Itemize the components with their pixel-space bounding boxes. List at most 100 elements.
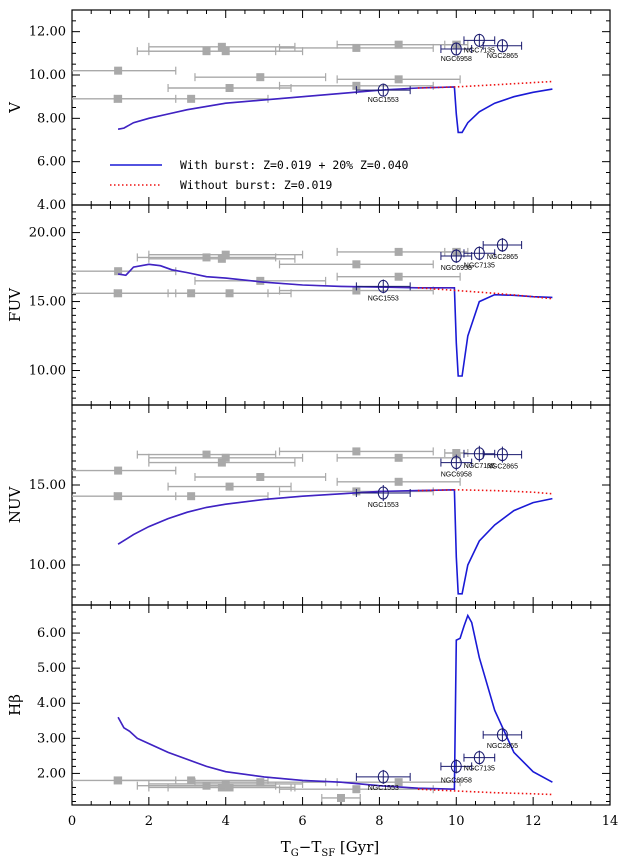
gray-data-point <box>72 466 177 475</box>
gray-square-marker <box>394 40 403 49</box>
gray-square-marker <box>225 289 234 298</box>
y-axis-title: NUV <box>6 486 24 524</box>
legend: With burst: Z=0.019 + 20% Z=0.040 Without… <box>110 158 409 192</box>
gray-square-marker <box>394 778 403 787</box>
galaxy-label: NGC7135 <box>464 463 495 470</box>
target-circle-marker <box>377 83 389 97</box>
x-tick-label: 8 <box>375 814 383 829</box>
y-tick-label: 15.00 <box>29 295 66 310</box>
x-axis-title-mid: −T <box>299 838 322 856</box>
panel-frame <box>71 604 611 806</box>
y-tick-label: 8.00 <box>37 111 66 126</box>
burst-curve <box>117 613 553 791</box>
gray-data-point <box>136 781 277 790</box>
galaxy-label: NGC1553 <box>368 295 399 302</box>
target-circle-marker <box>450 249 462 263</box>
panel-v: 4.006.008.0010.0012.00VNGC1553NGC6958NGC… <box>6 9 611 213</box>
y-tick-label: 4.00 <box>37 198 66 213</box>
gray-square-marker <box>394 247 403 256</box>
galaxy-label: NGC7135 <box>464 262 495 269</box>
gray-data-point <box>194 778 327 787</box>
galaxy-label: NGC1553 <box>368 785 399 792</box>
x-tick-label: 12 <box>525 814 542 829</box>
gray-square-marker <box>187 776 196 785</box>
overlap-curve <box>118 86 455 130</box>
no-burst-curve <box>417 80 553 89</box>
gray-square-marker <box>352 286 361 295</box>
y-tick-label: 2.00 <box>37 766 66 781</box>
gray-square-marker <box>217 254 226 263</box>
gray-square-marker <box>256 473 265 481</box>
panel-nuv: 10.00 15.00 NUV NGC1553 NGC6958 NGC7135NGC286… <box>6 404 611 606</box>
y-tick-label: 10.00 <box>29 68 66 83</box>
gray-square-marker <box>394 272 403 281</box>
x-axis-title-unit: [Gyr] <box>335 838 379 856</box>
gray-square-marker <box>352 260 361 269</box>
galaxy-label: NGC6958 <box>441 265 472 272</box>
gray-square-marker <box>394 477 403 486</box>
galaxy-label: NGC2865 <box>487 53 518 60</box>
gray-square-marker <box>225 783 234 792</box>
y-tick-label: 20.00 <box>29 226 66 241</box>
y-tick-label: 12.00 <box>29 25 66 40</box>
x-axis: 0 2 4 6 8 10 12 14 <box>68 814 618 829</box>
target-galaxy: NGC2865 <box>482 446 523 471</box>
gray-square-marker <box>202 253 211 262</box>
legend-label-burst: With burst: Z=0.019 + 20% Z=0.040 <box>180 158 409 172</box>
target-galaxy: NGC6958 <box>440 759 473 784</box>
x-tick-label: 2 <box>145 814 153 829</box>
galaxy-label: NGC1553 <box>368 502 399 509</box>
y-tick-label: 15.00 <box>29 478 66 493</box>
y-tick-label: 4.00 <box>37 696 66 711</box>
gray-data-point <box>194 473 327 481</box>
y-tick-label: 10.00 <box>29 558 66 573</box>
target-circle-marker <box>377 770 389 784</box>
target-galaxy: NGC1553 <box>355 83 411 104</box>
gray-data-point <box>336 75 461 84</box>
target-galaxy: NGC1553 <box>355 769 411 792</box>
gray-data-point <box>113 492 269 501</box>
target-circle-marker <box>473 751 485 765</box>
panel-frame <box>71 204 611 406</box>
target-circle-marker <box>473 33 485 47</box>
gray-data-point <box>167 783 292 792</box>
target-galaxy: NGC2865 <box>482 238 523 261</box>
gray-square-marker <box>256 73 265 82</box>
gray-square-marker <box>337 793 345 802</box>
gray-square-marker <box>256 276 265 285</box>
target-circle-marker <box>450 42 462 56</box>
gray-square-marker <box>114 466 123 475</box>
target-galaxy: NGC1553 <box>355 279 411 302</box>
x-axis-title-sub2: SF <box>321 848 335 859</box>
gray-data-point <box>167 482 292 491</box>
gray-square-marker <box>394 453 403 462</box>
x-tick-label: 6 <box>298 814 306 829</box>
target-galaxy: NGC6958 <box>440 454 473 479</box>
gray-square-marker <box>187 94 196 103</box>
gray-data-point <box>167 289 292 298</box>
burst-curve <box>117 488 553 595</box>
target-circle-marker <box>473 447 485 461</box>
gray-square-marker <box>221 47 230 56</box>
target-galaxy: NGC7135 <box>463 246 496 269</box>
gray-square-marker <box>225 482 234 491</box>
target-circle-marker <box>450 759 462 773</box>
gray-data-point <box>336 272 461 281</box>
gray-square-marker <box>114 267 123 276</box>
y-tick-label: 6.00 <box>37 155 66 170</box>
gray-data-point <box>321 793 361 802</box>
no-burst-curve <box>417 488 553 495</box>
gray-data-point <box>278 447 434 456</box>
legend-label-no-burst: Without burst: Z=0.019 <box>180 178 332 192</box>
no-burst-curve <box>417 788 553 796</box>
x-axis-title: TG−TSF [Gyr] <box>281 838 380 859</box>
target-galaxy: NGC6958 <box>440 42 473 63</box>
y-axis-title: Hβ <box>6 694 24 716</box>
target-circle-marker <box>450 456 462 470</box>
galaxy-label: NGC2865 <box>487 464 518 471</box>
panel-frame <box>71 9 611 206</box>
no-burst-curve <box>417 287 553 300</box>
gray-square-marker <box>114 66 123 75</box>
